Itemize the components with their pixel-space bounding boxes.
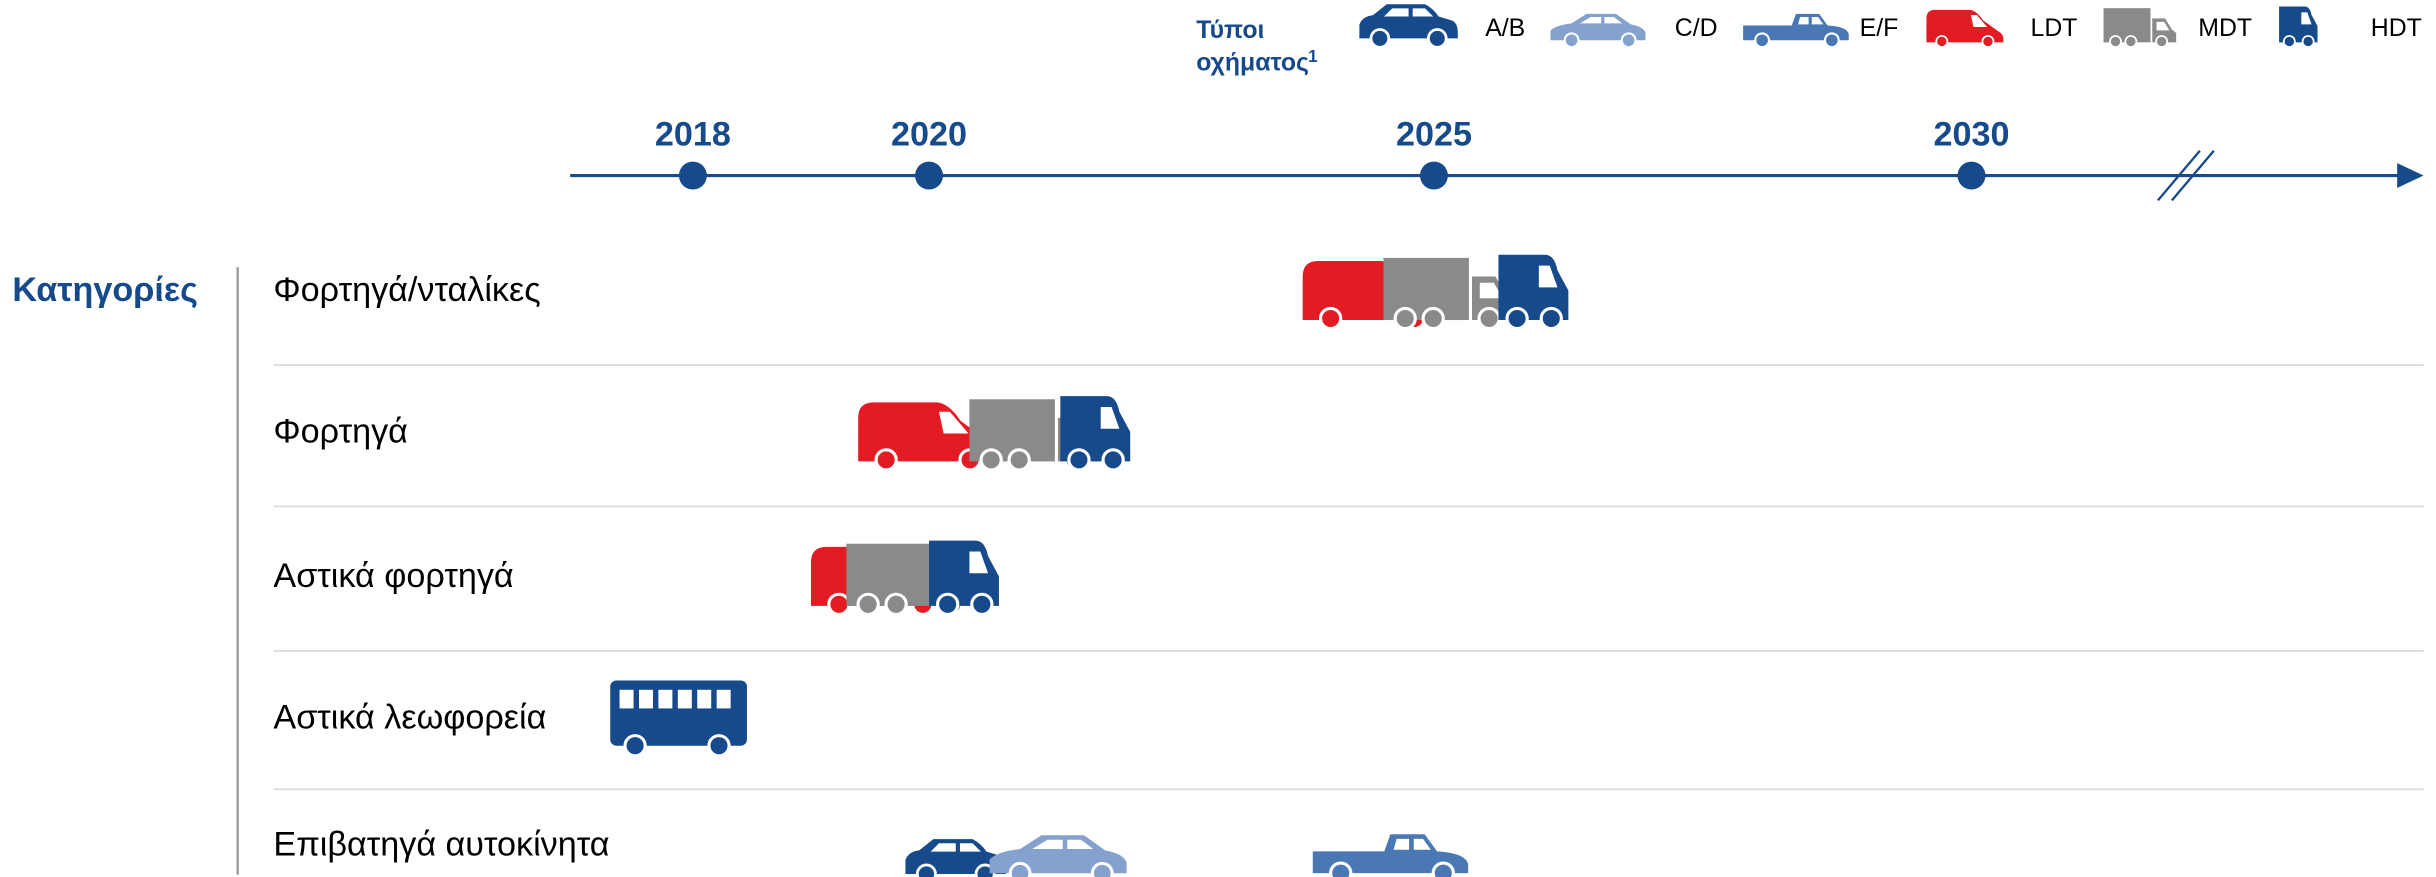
- vehicle: [1383, 257, 1516, 331]
- body: [858, 402, 999, 462]
- wheel: [1007, 448, 1031, 472]
- wheel: [707, 734, 731, 758]
- tick-dot: [1957, 161, 1986, 190]
- window: [677, 689, 692, 709]
- wheel: [874, 448, 898, 472]
- legend-label: MDT: [2198, 15, 2252, 42]
- tick-dot: [915, 161, 944, 190]
- window: [658, 689, 673, 709]
- window: [638, 689, 653, 709]
- legend-icon: [2279, 6, 2318, 48]
- window: [969, 551, 989, 574]
- window: [1538, 265, 1558, 288]
- categories-title: Κατηγορίες: [12, 271, 197, 309]
- window: [619, 689, 634, 709]
- window: [938, 411, 969, 434]
- tick-dot: [1419, 161, 1448, 190]
- body: [1926, 9, 2004, 43]
- vehicle: [929, 540, 999, 616]
- wheel: [884, 592, 908, 616]
- legend-label: HDT: [2371, 15, 2422, 42]
- wheel: [1318, 306, 1343, 331]
- legend-icon: [1359, 4, 1458, 49]
- timeline-arrow: [2397, 163, 2424, 188]
- legend-label: C/D: [1675, 15, 1718, 42]
- wheel: [856, 592, 880, 616]
- wheel: [2282, 35, 2296, 48]
- legend-icon: [1743, 13, 1849, 49]
- window: [1393, 838, 1431, 850]
- wheel: [827, 592, 851, 616]
- legend-label: A/B: [1485, 15, 1525, 42]
- vehicle: [1060, 396, 1131, 472]
- row-label: Αστικά φορτηγά: [273, 557, 513, 595]
- legend-label: E/F: [1860, 15, 1899, 42]
- wheel: [979, 448, 1003, 472]
- axis-break: [2157, 149, 2215, 202]
- wheel: [2124, 35, 2138, 48]
- row-label: Φορτηγά: [273, 412, 408, 450]
- vehicle: [610, 680, 747, 758]
- tick-label: 2020: [891, 116, 967, 154]
- row-label: Αστικά λεωφορεία: [273, 698, 546, 736]
- window: [1970, 14, 1988, 27]
- vehicle: [905, 839, 1007, 877]
- wheel: [1754, 32, 1771, 49]
- legend-icon: [1926, 9, 2004, 48]
- window: [697, 689, 712, 709]
- row-label: Φορτηγά/νταλίκες: [273, 271, 540, 309]
- wheel: [1563, 32, 1580, 49]
- wheel: [2301, 35, 2315, 48]
- wheel: [1101, 448, 1125, 472]
- tick-dot: [678, 161, 707, 190]
- legend-title: Τύποι οχήματος: [1196, 17, 1309, 77]
- wheel: [1935, 35, 1949, 48]
- wheel: [936, 592, 960, 616]
- wheel: [623, 734, 647, 758]
- wheel: [1539, 306, 1563, 331]
- wheel: [1067, 448, 1091, 472]
- wheel: [1431, 861, 1455, 877]
- wheel: [970, 592, 994, 616]
- vehicle: [1498, 254, 1569, 331]
- tick-label: 2025: [1396, 116, 1472, 154]
- window: [2301, 12, 2312, 25]
- wheel: [1477, 306, 1501, 331]
- window: [1479, 282, 1504, 299]
- body: [1312, 834, 1469, 874]
- window: [1100, 407, 1120, 429]
- wheel: [1620, 32, 1637, 49]
- vehicle: [989, 835, 1127, 877]
- wheel: [1329, 861, 1353, 877]
- row-label: Επιβατηγά αυτοκίνητα: [273, 826, 609, 864]
- wheel: [1981, 35, 1995, 48]
- legend-note: 1: [1308, 47, 1318, 66]
- wheel: [1369, 28, 1391, 49]
- window: [1032, 839, 1094, 849]
- wheel: [1421, 306, 1445, 331]
- wheel: [1090, 861, 1114, 877]
- wheel: [1008, 861, 1032, 877]
- wheel: [2109, 35, 2122, 48]
- window: [1798, 17, 1824, 25]
- window: [1383, 8, 1434, 17]
- tick-label: 2018: [655, 116, 731, 154]
- window: [930, 843, 981, 852]
- wheel: [915, 863, 937, 877]
- window: [716, 689, 731, 709]
- window: [2156, 21, 2170, 31]
- wheel: [2155, 35, 2169, 48]
- legend-icon: [1550, 13, 1646, 49]
- legend-label: LDT: [2031, 15, 2078, 42]
- wheel: [1427, 28, 1448, 49]
- legend-icon: [2103, 8, 2177, 48]
- wheel: [1823, 32, 1840, 49]
- body: [1743, 13, 1849, 41]
- wheel: [1505, 306, 1529, 331]
- wheel: [1393, 306, 1417, 331]
- vehicle: [1312, 834, 1469, 877]
- tick-label: 2030: [1933, 116, 2009, 154]
